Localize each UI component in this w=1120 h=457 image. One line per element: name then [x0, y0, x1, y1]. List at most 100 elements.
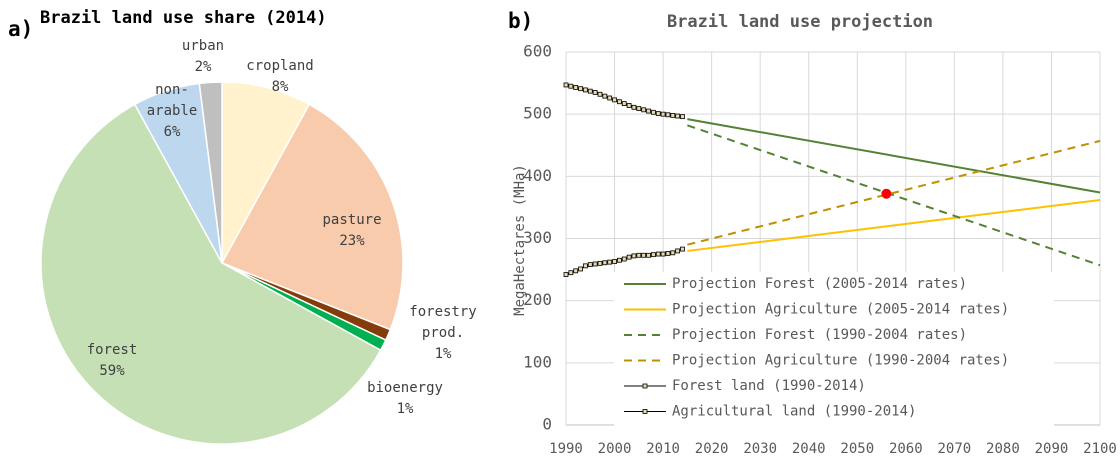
- y-axis-label: MegaHectares (MHa): [512, 164, 528, 316]
- chart-title: Brazil land use projection: [667, 12, 933, 32]
- series-marker: [631, 253, 637, 259]
- series-marker: [641, 252, 647, 258]
- series-marker: [636, 252, 642, 258]
- series-line: [687, 118, 1101, 194]
- y-tick-label: 200: [523, 290, 552, 309]
- series-marker: [597, 260, 603, 266]
- series-marker: [578, 86, 583, 92]
- series-marker: [636, 106, 642, 111]
- value-label: 59%: [99, 363, 125, 379]
- series-marker: [607, 259, 613, 265]
- x-tick-label: 2060: [889, 441, 923, 457]
- y-tick-label: 0: [542, 415, 552, 434]
- x-tick-label: 2050: [840, 441, 874, 457]
- x-tick-label: 1990: [549, 441, 583, 457]
- series-line: [687, 139, 1101, 246]
- series-marker: [587, 262, 593, 268]
- series-marker: [650, 109, 656, 115]
- value-label: 8%: [271, 79, 289, 95]
- category-label: urban: [181, 38, 225, 54]
- legend-label: Agricultural land (1990-2014): [672, 404, 916, 420]
- x-tick-label: 2000: [598, 441, 632, 457]
- series-marker: [563, 272, 569, 277]
- series-marker: [626, 103, 632, 108]
- series-marker: [597, 91, 603, 97]
- pie-slice: [40, 103, 382, 445]
- value-label: 1%: [396, 401, 414, 417]
- x-tick-label: 2070: [938, 441, 972, 457]
- series-marker: [568, 270, 574, 276]
- series-marker: [592, 90, 598, 95]
- y-tick-label: 500: [523, 104, 552, 123]
- legend-label: Projection Agriculture (2005-2014 rates): [672, 302, 1009, 318]
- series-marker: [650, 252, 656, 258]
- series-marker: [563, 82, 569, 88]
- series-marker: [568, 83, 574, 89]
- panel-label: a): [8, 17, 33, 41]
- series-line: [687, 198, 1101, 252]
- series-marker: [646, 252, 651, 258]
- value-label: 1%: [434, 346, 452, 362]
- category-label: cropland: [246, 58, 314, 74]
- series-marker: [670, 250, 676, 256]
- series-marker: [573, 85, 579, 90]
- series-marker: [573, 268, 579, 274]
- y-tick-label: 300: [523, 228, 552, 247]
- x-tick-label: 2030: [743, 441, 777, 457]
- legend-label: Projection Forest (2005-2014 rates): [672, 276, 967, 292]
- legend-label: Projection Agriculture (1990-2004 rates): [672, 353, 1009, 369]
- pie-slice: [198, 81, 223, 264]
- series-marker: [631, 104, 637, 110]
- y-tick-label: 400: [523, 166, 552, 185]
- series-line: [687, 124, 1101, 267]
- series-marker: [675, 113, 681, 119]
- highlight-point: [881, 188, 892, 199]
- x-tick-label: 2090: [1035, 441, 1069, 457]
- x-tick-label: 2020: [695, 441, 729, 457]
- value-label: 23%: [339, 233, 365, 249]
- slice-label: non- arable 6%: [147, 80, 198, 143]
- series-marker: [660, 251, 666, 257]
- chart-title: Brazil land use share (2014): [40, 8, 327, 28]
- legend-label: Projection Forest (1990-2004 rates): [672, 327, 967, 343]
- x-tick-label: 2010: [646, 441, 680, 457]
- series-marker: [607, 95, 613, 101]
- series-marker: [612, 97, 617, 103]
- series-marker: [670, 113, 676, 118]
- legend-marker: [642, 383, 648, 389]
- series-marker: [675, 248, 681, 254]
- category-label: non- arable: [146, 82, 198, 119]
- series-marker: [587, 88, 593, 94]
- series-marker: [617, 257, 622, 263]
- x-tick-label: 2040: [792, 441, 826, 457]
- legend-box: [614, 272, 1054, 429]
- legend-label: Forest land (1990-2014): [672, 378, 866, 394]
- slice-label: forestry prod. 1%: [409, 302, 476, 365]
- pie-slice: [221, 81, 311, 264]
- category-label: forestry prod.: [409, 304, 477, 341]
- slice-label: bioenergy 1%: [367, 378, 443, 420]
- series-marker: [665, 251, 671, 256]
- category-label: bioenergy: [367, 380, 443, 396]
- series-marker: [680, 246, 685, 252]
- slice-label: cropland 8%: [246, 56, 313, 98]
- series-marker: [646, 108, 651, 114]
- series-marker: [578, 266, 583, 272]
- legend-marker: [642, 409, 648, 414]
- slice-label: urban 2%: [182, 36, 224, 78]
- series-marker: [665, 112, 671, 118]
- series-marker: [602, 260, 608, 266]
- category-label: pasture: [322, 212, 382, 228]
- series-marker: [612, 259, 617, 264]
- panel-label: b): [508, 9, 533, 33]
- series-marker: [626, 254, 632, 260]
- pie-slice: [220, 103, 404, 331]
- series-marker: [621, 256, 627, 262]
- series-marker: [602, 93, 608, 99]
- series-marker: [592, 261, 598, 267]
- series-marker: [583, 263, 588, 269]
- x-tick-label: 2080: [986, 441, 1020, 457]
- series-marker: [660, 111, 666, 117]
- series-marker: [641, 107, 647, 113]
